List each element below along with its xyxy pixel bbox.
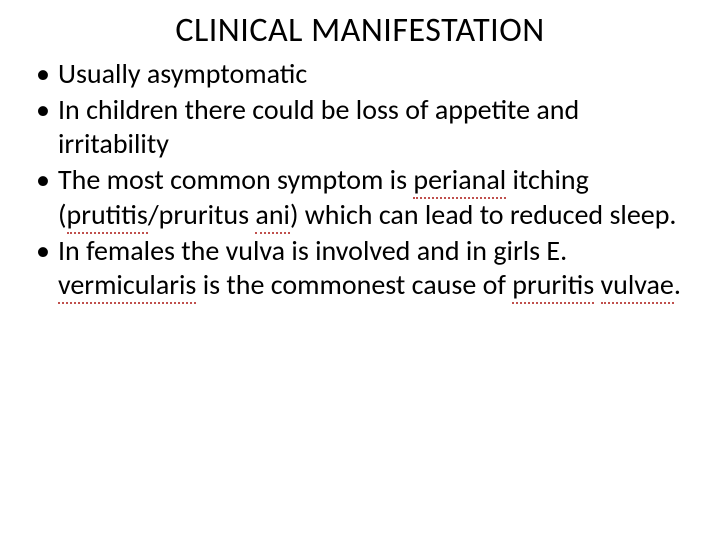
slide: CLINICAL MANIFESTATION Usually asymptoma… [0, 0, 720, 540]
spell-error-text: vermicularis [58, 267, 196, 304]
spell-error-text: vulvae [601, 267, 674, 304]
bullet-text: ) which can lead to reduced sleep. [290, 197, 677, 232]
slide-title: CLINICAL MANIFESTATION [30, 10, 690, 51]
bullet-text: is the commonest cause of [196, 267, 512, 302]
spell-error-text: ani [255, 197, 290, 234]
bullet-text: In children there could be loss of appet… [58, 92, 579, 161]
list-item: In children there could be loss of appet… [30, 93, 690, 161]
spell-error-text: perianal [413, 162, 506, 199]
list-item: Usually asymptomatic [30, 57, 690, 91]
bullet-text: In females the vulva is involved and in … [58, 233, 567, 268]
spell-error-text: prutitis [67, 197, 148, 234]
bullet-text: The most common symptom is [58, 162, 413, 197]
bullet-text [594, 267, 600, 302]
bullet-text: Usually asymptomatic [58, 56, 307, 91]
bullet-list: Usually asymptomatic In children there c… [30, 57, 690, 302]
list-item: The most common symptom is perianal itch… [30, 163, 690, 231]
bullet-text: /pruritus [148, 197, 256, 232]
bullet-text: . [674, 267, 681, 302]
list-item: In females the vulva is involved and in … [30, 234, 690, 302]
spell-error-text: pruritis [512, 267, 594, 304]
